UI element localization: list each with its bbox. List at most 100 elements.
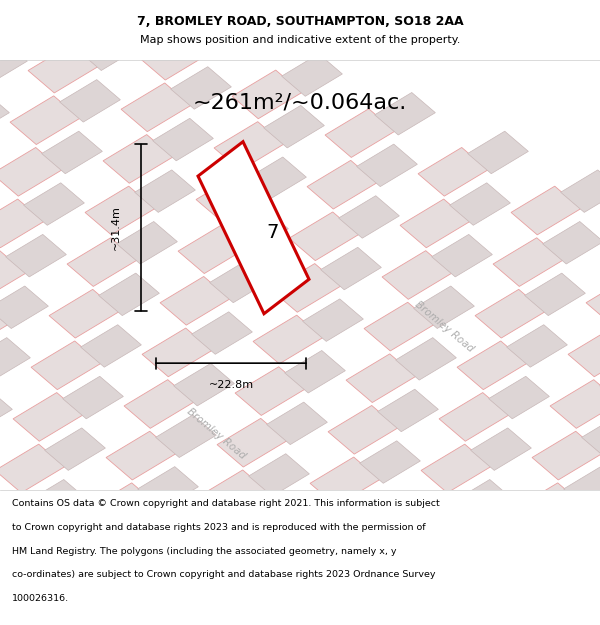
Polygon shape [346,354,416,402]
Polygon shape [62,376,124,419]
Polygon shape [198,142,309,314]
Polygon shape [106,431,176,480]
Polygon shape [292,509,362,558]
Text: to Crown copyright and database rights 2023 and is reproduced with the permissio: to Crown copyright and database rights 2… [12,523,425,532]
Polygon shape [46,0,116,41]
Polygon shape [263,106,325,148]
Polygon shape [271,264,341,312]
Polygon shape [320,248,382,290]
Polygon shape [374,92,436,135]
Polygon shape [356,144,418,187]
Polygon shape [152,118,214,161]
Polygon shape [31,341,101,389]
Polygon shape [217,418,287,467]
Polygon shape [0,286,49,329]
Text: 100026316.: 100026316. [12,594,69,603]
Polygon shape [121,83,191,132]
Polygon shape [545,518,600,561]
Polygon shape [586,276,600,325]
Polygon shape [0,199,44,248]
Polygon shape [0,444,65,493]
Polygon shape [67,238,137,286]
Polygon shape [568,328,600,377]
Polygon shape [214,122,284,171]
Text: Bromley Road: Bromley Road [185,407,247,461]
Text: Bromley Road: Bromley Road [413,299,475,354]
Polygon shape [13,392,83,441]
Polygon shape [0,41,28,83]
Polygon shape [475,289,545,338]
Polygon shape [514,483,584,531]
Text: ~22.8m: ~22.8m [208,379,254,389]
Polygon shape [266,402,328,444]
Text: 7, BROMLEY ROAD, SOUTHAMPTON, SO18 2AA: 7, BROMLEY ROAD, SOUTHAMPTON, SO18 2AA [137,15,463,28]
Polygon shape [0,338,31,380]
Polygon shape [209,260,271,302]
Polygon shape [581,415,600,458]
Polygon shape [506,325,568,368]
Polygon shape [124,379,194,428]
Text: HM Land Registry. The polygons (including the associated geometry, namely x, y: HM Land Registry. The polygons (includin… [12,547,397,556]
Polygon shape [325,109,395,158]
Polygon shape [137,467,199,509]
Polygon shape [511,186,581,235]
Polygon shape [0,496,47,544]
Polygon shape [452,479,514,522]
Polygon shape [0,6,5,54]
Polygon shape [403,496,473,544]
Polygon shape [80,325,142,368]
Polygon shape [44,428,106,471]
Polygon shape [23,182,85,225]
Polygon shape [377,389,439,432]
Polygon shape [524,273,586,316]
Polygon shape [155,415,217,458]
Polygon shape [253,315,323,364]
Polygon shape [95,0,157,19]
Polygon shape [196,173,266,222]
Polygon shape [245,157,307,199]
Polygon shape [116,221,178,264]
Text: ~31.4m: ~31.4m [111,205,121,250]
Polygon shape [532,431,600,480]
Polygon shape [470,428,532,471]
Polygon shape [170,67,232,109]
Polygon shape [178,225,248,274]
Polygon shape [199,470,269,519]
Polygon shape [400,199,470,248]
Polygon shape [181,522,251,570]
Polygon shape [41,131,103,174]
Polygon shape [418,148,488,196]
Polygon shape [160,276,230,325]
Polygon shape [188,15,250,58]
Polygon shape [10,96,80,144]
Polygon shape [8,531,70,574]
Text: 7: 7 [267,222,279,241]
Polygon shape [191,312,253,354]
Polygon shape [302,299,364,341]
Polygon shape [338,196,400,238]
Polygon shape [5,234,67,277]
Polygon shape [248,454,310,496]
Polygon shape [0,251,26,299]
Polygon shape [0,302,8,351]
Polygon shape [235,367,305,416]
Polygon shape [560,170,600,212]
Polygon shape [0,389,13,432]
Polygon shape [134,170,196,212]
Polygon shape [488,376,550,419]
Polygon shape [77,28,139,71]
Polygon shape [382,251,452,299]
Polygon shape [98,273,160,316]
Polygon shape [467,131,529,174]
Polygon shape [563,467,600,509]
Polygon shape [307,161,377,209]
Polygon shape [0,92,10,135]
Polygon shape [449,182,511,225]
Polygon shape [230,505,292,548]
Polygon shape [542,221,600,264]
Polygon shape [434,531,496,574]
Polygon shape [395,338,457,380]
Polygon shape [139,31,209,80]
Polygon shape [284,351,346,393]
Polygon shape [227,209,289,251]
